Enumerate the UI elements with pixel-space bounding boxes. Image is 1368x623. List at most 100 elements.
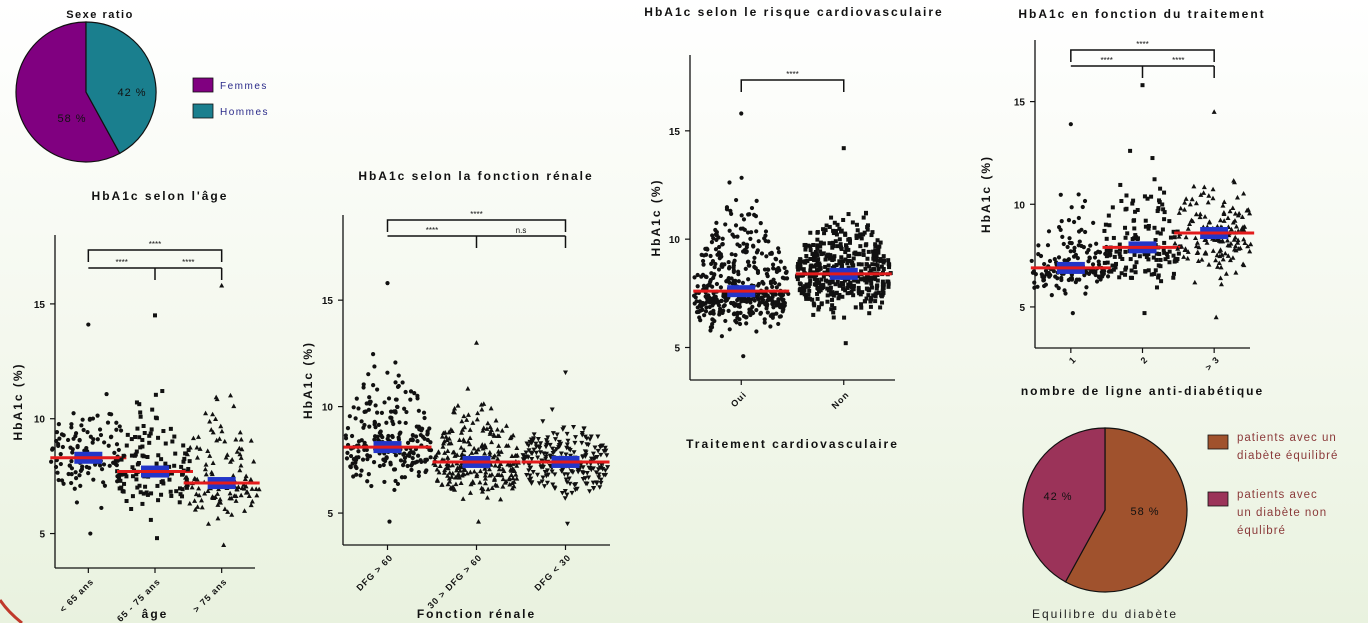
- data-point: [763, 229, 769, 234]
- data-point: [749, 309, 755, 315]
- data-point: [873, 299, 878, 304]
- data-point: [847, 240, 852, 245]
- data-point: [544, 442, 550, 448]
- x-tick-label: 30 > DFG > 60: [426, 552, 484, 610]
- data-point: [731, 300, 736, 306]
- data-point: [1146, 268, 1151, 273]
- data-point: [403, 389, 408, 395]
- data-point: [178, 486, 183, 491]
- data-point: [864, 280, 869, 285]
- data-point: [547, 442, 553, 448]
- data-point: [846, 265, 851, 270]
- scatter-chart-3: HbA1c selon le risque cardiovasculaire 5 1…: [644, 5, 941, 451]
- significance-bracket: [155, 267, 223, 280]
- data-point: [485, 486, 491, 492]
- data-point: [831, 310, 836, 315]
- data-point: [587, 489, 593, 494]
- data-point: [564, 431, 570, 437]
- data-point: [417, 427, 422, 432]
- data-point: [742, 227, 747, 232]
- data-point: [99, 505, 104, 511]
- data-point: [737, 243, 742, 249]
- data-point: [875, 238, 880, 243]
- data-point: [849, 259, 854, 264]
- data-point: [1143, 269, 1148, 274]
- data-point: [703, 294, 708, 299]
- data-point: [573, 482, 579, 487]
- data-point: [803, 247, 808, 252]
- data-point: [821, 274, 826, 279]
- data-point: [210, 460, 216, 465]
- data-point: [229, 457, 235, 462]
- data-point: [1151, 255, 1156, 260]
- data-point: [393, 360, 398, 365]
- data-point: [478, 402, 484, 407]
- data-point: [841, 146, 846, 151]
- data-point: [866, 293, 871, 298]
- data-point: [437, 463, 443, 469]
- category-points: [794, 146, 893, 346]
- data-point: [186, 448, 191, 453]
- data-point: [1036, 243, 1041, 248]
- data-point: [709, 325, 715, 330]
- data-point: [802, 243, 807, 248]
- data-point: [156, 498, 161, 503]
- data-point: [396, 373, 401, 378]
- data-point: [1162, 240, 1167, 245]
- data-point: [1076, 243, 1081, 248]
- data-point: [243, 483, 249, 489]
- data-point: [1247, 210, 1253, 216]
- data-point: [95, 413, 100, 418]
- legend-swatch: [1207, 491, 1229, 507]
- data-point: [167, 464, 172, 469]
- data-point: [371, 383, 376, 388]
- data-point: [824, 223, 829, 228]
- data-point: [410, 455, 415, 461]
- legend-label-line: un diabète non: [1237, 507, 1327, 519]
- data-point: [1161, 247, 1166, 252]
- data-point: [90, 440, 95, 445]
- data-point: [1162, 217, 1167, 222]
- data-point: [1031, 269, 1037, 274]
- data-point: [501, 468, 507, 474]
- data-point: [762, 317, 767, 322]
- data-point: [714, 297, 719, 302]
- data-point: [1227, 208, 1233, 214]
- data-point: [540, 475, 546, 481]
- data-point: [529, 440, 535, 446]
- data-point: [1158, 231, 1163, 236]
- data-point: [736, 279, 741, 284]
- data-point: [529, 480, 535, 485]
- data-point: [458, 430, 464, 435]
- data-point: [799, 259, 804, 264]
- data-point: [1058, 192, 1063, 197]
- data-point: [1123, 207, 1128, 212]
- data-point: [533, 450, 539, 456]
- data-point: [1145, 196, 1150, 201]
- data-point: [1201, 184, 1207, 190]
- data-point: [1065, 258, 1070, 263]
- data-point: [1066, 277, 1071, 283]
- data-point: [156, 435, 161, 440]
- data-point: [482, 476, 488, 481]
- data-point: [1172, 240, 1178, 246]
- data-point: [1185, 226, 1191, 231]
- data-point: [818, 249, 823, 254]
- data-point: [1152, 271, 1157, 276]
- data-point: [535, 436, 541, 442]
- data-point: [360, 457, 366, 462]
- data-point: [881, 267, 886, 272]
- data-point: [413, 434, 419, 439]
- data-point: [580, 454, 586, 459]
- data-point: [881, 258, 886, 263]
- data-point: [227, 495, 233, 501]
- data-point: [1156, 263, 1161, 268]
- data-point: [550, 431, 556, 436]
- data-point: [848, 282, 853, 287]
- data-point: [1183, 196, 1189, 201]
- data-point: [539, 479, 545, 485]
- data-point: [741, 354, 746, 359]
- data-point: [506, 461, 512, 467]
- data-point: [347, 414, 352, 419]
- data-point: [88, 531, 93, 536]
